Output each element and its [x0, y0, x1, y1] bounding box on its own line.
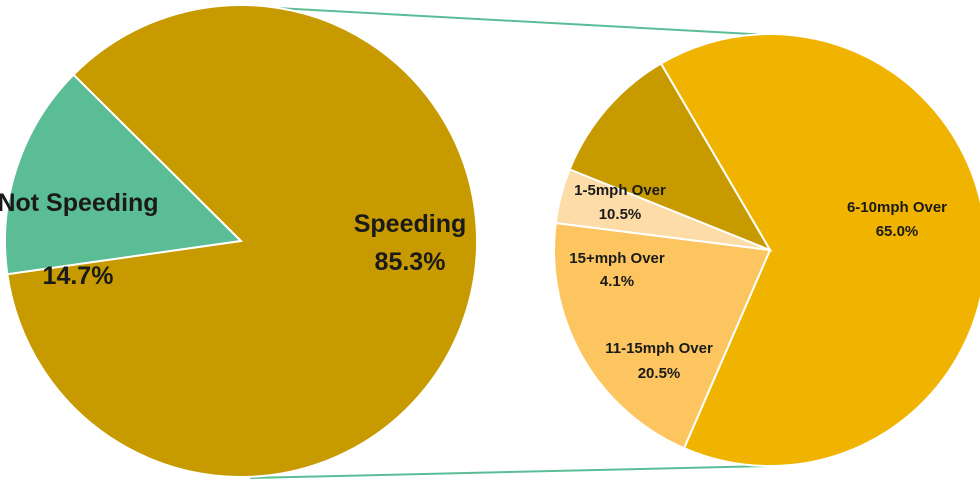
- slice-value-speeding: 85.3%: [375, 248, 446, 276]
- main-pie-labels: Not Speeding 14.7% Speeding 85.3%: [0, 189, 466, 290]
- slice-value-1-5mph: 10.5%: [599, 206, 642, 223]
- pie-slice-1-5mph-over: [568, 62, 773, 253]
- slice-value-not-speeding: 14.7%: [43, 262, 114, 290]
- pie-slice-6-10mph-over: [659, 33, 980, 467]
- connector-line-bottom: [249, 465, 771, 479]
- slice-label-6-10mph: 6-10mph Over: [847, 199, 947, 216]
- breakdown-pie: [553, 33, 980, 467]
- slice-label-15plus-mph: 15+mph Over: [569, 250, 665, 267]
- slice-value-11-15mph: 20.5%: [638, 365, 681, 382]
- pie-slice-not-speeding: [4, 73, 244, 276]
- slice-value-6-10mph: 65.0%: [876, 223, 919, 240]
- connector-line-top: [257, 6, 771, 36]
- slice-value-15plus-mph: 4.1%: [600, 273, 634, 290]
- main-pie: [4, 4, 478, 478]
- pie-slice-11-15mph-over: [553, 221, 772, 450]
- slice-label-11-15mph: 11-15mph Over: [605, 340, 713, 357]
- pie-slice-speeding: [6, 4, 478, 478]
- breakdown-pie-labels: 6-10mph Over 65.0% 11-15mph Over 20.5% 1…: [569, 182, 947, 382]
- slice-label-speeding: Speeding: [354, 210, 467, 238]
- connector-lines: [249, 6, 771, 479]
- slice-label-1-5mph: 1-5mph Over: [574, 182, 666, 199]
- slice-label-not-speeding: Not Speeding: [0, 189, 159, 217]
